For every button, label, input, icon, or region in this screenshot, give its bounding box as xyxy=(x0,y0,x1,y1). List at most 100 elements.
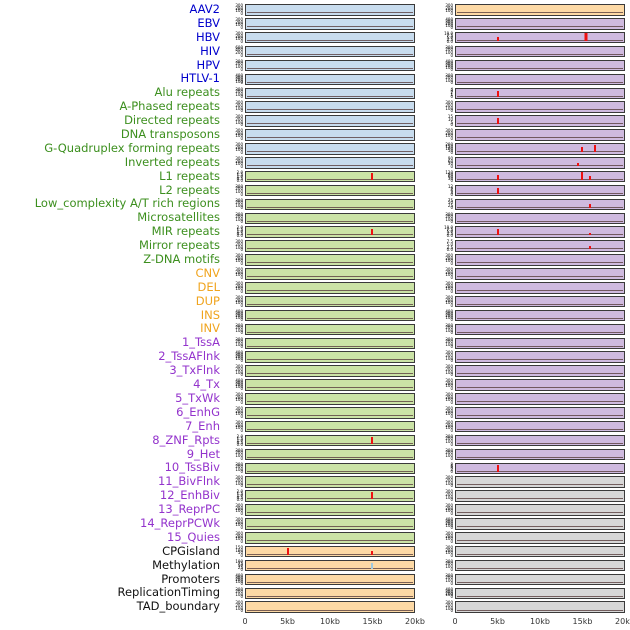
y-tick-label: 300 xyxy=(235,352,243,358)
signal-baseline xyxy=(457,373,623,375)
row-label: HTLV-1 xyxy=(180,72,220,86)
y-axis-tick-labels: 15 10 5 0 xyxy=(435,114,455,128)
y-axis-tick-labels: 300 200 100 0 xyxy=(225,100,245,114)
x-tick-label: 5kb xyxy=(490,617,505,627)
track-panel-left xyxy=(245,45,415,58)
y-tick-label: 0 xyxy=(240,108,243,114)
row-label: Inverted repeats xyxy=(124,155,220,169)
y-tick-label: 25 xyxy=(237,564,243,570)
y-axis-tick-labels: 120 90 60 30 0 xyxy=(435,170,455,184)
signal-baseline xyxy=(457,359,623,361)
signal-baseline xyxy=(457,526,623,528)
signal-baseline xyxy=(247,553,413,555)
signal-spike xyxy=(497,228,499,236)
y-tick-label: 60 xyxy=(447,158,453,164)
track-panel-right xyxy=(455,184,625,197)
y-axis-tick-labels: 600 400 200 0 xyxy=(225,45,245,59)
y-tick-label: 12 xyxy=(447,183,453,189)
track-panel-left xyxy=(245,31,415,44)
track-panel-right xyxy=(455,587,625,600)
y-tick-label: 0 xyxy=(450,274,453,280)
y-axis-tick-labels: 300 200 100 0 xyxy=(435,281,455,295)
signal-baseline xyxy=(457,470,623,472)
y-tick-label: 400 xyxy=(445,58,453,64)
y-tick-label: 300 xyxy=(235,294,243,300)
y-tick-label: 0 xyxy=(450,80,453,86)
y-tick-label: 200 xyxy=(235,576,243,582)
y-tick-label: 200 xyxy=(445,312,453,318)
y-tick-label: 300 xyxy=(445,3,453,9)
y-tick-label: 300 xyxy=(445,475,453,481)
y-tick-label: 2.5 xyxy=(446,36,453,42)
y-tick-label: 0 xyxy=(450,177,453,183)
y-tick-label: 300 xyxy=(235,336,243,342)
track-row: 5_TxWk 300 200 100 0 300 200 100 0 xyxy=(0,392,630,406)
y-axis-tick-labels: 300 200 100 0 xyxy=(225,184,245,198)
y-tick-label: 0 xyxy=(450,302,453,308)
y-axis-tick-labels: 400 300 200 100 0 xyxy=(225,378,245,392)
y-axis-tick-labels: 300 200 100 0 xyxy=(225,503,245,517)
column-gap xyxy=(415,336,435,350)
y-tick-label: 0 xyxy=(450,441,453,447)
y-axis-tick-labels: 300 200 100 0 xyxy=(435,128,455,142)
y-tick-label: 100 xyxy=(235,605,243,611)
y-tick-label: 50 xyxy=(237,562,243,568)
signal-baseline xyxy=(247,234,413,236)
track-row: Inverted repeats 300 200 100 0 90 60 30 0 xyxy=(0,156,630,170)
signal-baseline xyxy=(457,248,623,250)
column-gap xyxy=(415,225,435,239)
y-tick-label: 200 xyxy=(235,339,243,345)
track-panel-left xyxy=(245,407,415,419)
column-gap xyxy=(415,197,435,211)
track-panel-right xyxy=(455,282,625,294)
x-tick-label: 20kb xyxy=(405,617,425,627)
y-tick-label: 300 xyxy=(235,380,243,386)
y-tick-label: 0 xyxy=(450,24,453,30)
y-tick-label: 0 xyxy=(450,399,453,405)
y-tick-label: 100 xyxy=(235,452,243,458)
y-tick-label: 0 xyxy=(450,413,453,419)
y-axis-tick-labels: 300 200 100 0 xyxy=(435,72,455,86)
track-panel-right xyxy=(455,518,625,530)
row-label: HPV xyxy=(196,58,220,72)
track-panel-right xyxy=(455,156,625,169)
y-tick-label: 300 xyxy=(445,310,453,316)
column-gap xyxy=(415,100,435,114)
y-tick-label: 1.5 xyxy=(236,227,243,233)
y-tick-label: 200 xyxy=(235,505,243,511)
track-panel-left xyxy=(245,573,415,586)
y-tick-label: 200 xyxy=(445,380,453,386)
y-axis-tick-labels: 300 200 100 0 xyxy=(225,3,245,17)
track-row: 12_EnhBiv 2.0 1.5 1.0 0.5 0.0 300 200 100 0 xyxy=(0,489,630,503)
y-tick-label: 2 xyxy=(450,467,453,473)
y-tick-label: 300 xyxy=(235,281,243,286)
signal-baseline xyxy=(457,95,623,97)
signal-baseline xyxy=(247,456,413,458)
y-axis-tick-labels: 300 200 100 0 xyxy=(435,45,455,59)
y-tick-label: 0 xyxy=(240,594,243,600)
y-axis-tick-labels: 75 50 25 0 xyxy=(435,197,455,211)
y-tick-label: 200 xyxy=(445,422,453,428)
y-tick-label: 0.0 xyxy=(446,38,453,44)
column-gap xyxy=(415,573,435,587)
y-tick-label: 0.0 xyxy=(446,233,453,239)
y-tick-label: 200 xyxy=(235,408,243,414)
y-tick-label: 0 xyxy=(450,566,453,572)
signal-baseline xyxy=(457,12,623,14)
y-axis-tick-labels: 300 200 100 0 xyxy=(225,86,245,100)
y-tick-label: 2.0 xyxy=(236,489,243,495)
y-tick-label: 200 xyxy=(235,603,243,609)
track-row: Low_complexity A/T rich regions 300 200 100… xyxy=(0,197,630,211)
y-tick-label: 100 xyxy=(235,258,243,264)
y-tick-label: 0 xyxy=(240,191,243,197)
y-axis-tick-labels: 300 200 100 0 xyxy=(435,600,455,614)
y-axis-tick-labels: 300 200 100 0 xyxy=(435,434,455,448)
y-tick-label: 200 xyxy=(235,5,243,11)
signal-spike xyxy=(584,33,588,41)
y-tick-label: 200 xyxy=(445,269,453,275)
column-gap xyxy=(415,322,435,336)
y-tick-label: 200 xyxy=(445,366,453,372)
y-axis-tick-labels: 300 200 100 0 xyxy=(435,545,455,559)
column-gap xyxy=(415,392,435,406)
